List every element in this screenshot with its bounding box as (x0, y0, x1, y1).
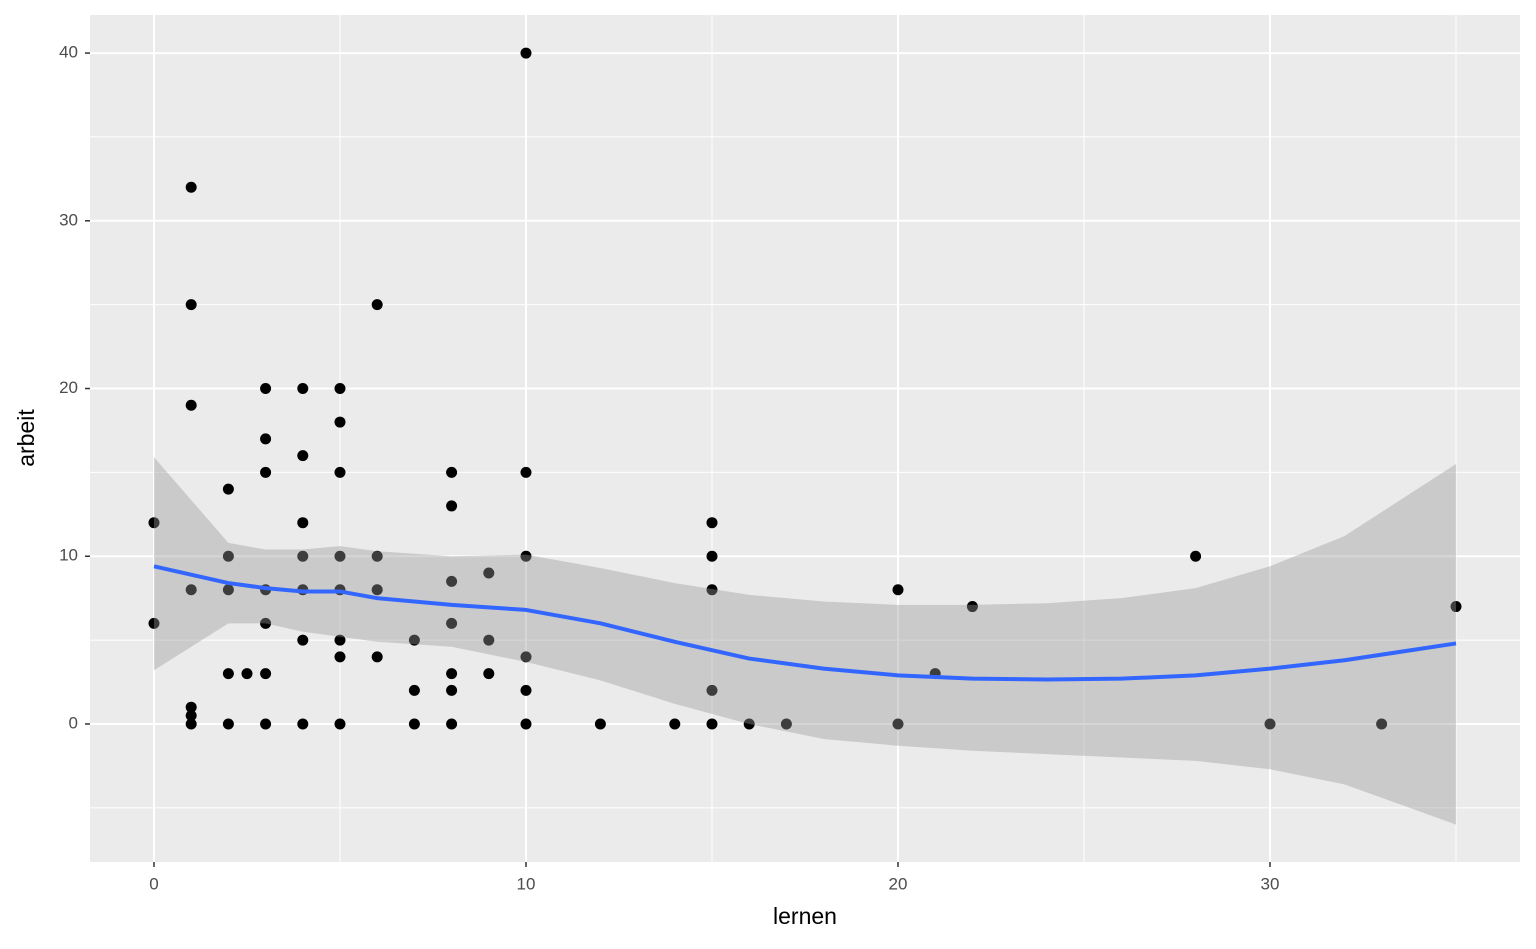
point (334, 718, 346, 730)
point (408, 634, 420, 646)
point (1190, 550, 1202, 562)
point (446, 684, 458, 696)
point (446, 575, 458, 587)
smooth-line (153, 564, 1457, 682)
point (334, 634, 346, 646)
x-tick-label: 0 (149, 874, 158, 893)
point (1264, 718, 1276, 730)
point (706, 517, 718, 529)
point (297, 450, 309, 462)
point (706, 718, 718, 730)
point (1376, 718, 1388, 730)
point (446, 500, 458, 512)
point (371, 584, 383, 596)
point (669, 718, 681, 730)
point (297, 718, 309, 730)
x-tick-label: 20 (889, 874, 908, 893)
point (408, 718, 420, 730)
point (148, 517, 160, 529)
point (334, 550, 346, 562)
point (483, 668, 495, 680)
point (892, 584, 904, 596)
point (222, 550, 234, 562)
point (334, 651, 346, 663)
point (780, 718, 792, 730)
y-tick-label: 10 (59, 546, 78, 565)
point (297, 550, 309, 562)
point (222, 584, 234, 596)
point (371, 651, 383, 663)
x-tick-label: 10 (517, 874, 536, 893)
point (706, 584, 718, 596)
point (446, 617, 458, 629)
y-axis-title: arbeit (13, 409, 39, 467)
point (260, 383, 272, 395)
point (260, 617, 272, 629)
y-tick-label: 0 (69, 713, 78, 732)
point (520, 550, 532, 562)
point (371, 550, 383, 562)
point (222, 718, 234, 730)
point (520, 684, 532, 696)
point (297, 517, 309, 529)
point (260, 718, 272, 730)
x-axis-title: lernen (773, 903, 837, 929)
point (1450, 601, 1462, 613)
point (520, 466, 532, 478)
point (260, 668, 272, 680)
point (185, 584, 197, 596)
point (966, 601, 978, 613)
point (892, 718, 904, 730)
point (241, 668, 253, 680)
point (185, 710, 197, 722)
point (371, 299, 383, 311)
point (185, 299, 197, 311)
point (408, 684, 420, 696)
x-tick-label: 30 (1261, 874, 1280, 893)
point (446, 466, 458, 478)
point (260, 466, 272, 478)
point (185, 718, 197, 730)
point (334, 416, 346, 428)
point (483, 567, 495, 579)
point (706, 684, 718, 696)
y-tick-label: 40 (59, 43, 78, 62)
point (520, 651, 532, 663)
point (297, 383, 309, 395)
point (743, 718, 755, 730)
point (185, 701, 197, 713)
plot-background (90, 15, 1520, 862)
point (334, 383, 346, 395)
point (520, 718, 532, 730)
point (446, 718, 458, 730)
point (297, 634, 309, 646)
point (222, 668, 234, 680)
point (446, 668, 458, 680)
confidence-band (153, 457, 1457, 825)
point (594, 718, 606, 730)
y-tick-label: 20 (59, 378, 78, 397)
point (520, 47, 532, 59)
point (483, 634, 495, 646)
point (148, 617, 160, 629)
y-tick-label: 30 (59, 210, 78, 229)
point (334, 466, 346, 478)
point (260, 433, 272, 445)
point (185, 181, 197, 193)
point (222, 483, 234, 495)
point (706, 550, 718, 562)
point (185, 399, 197, 411)
